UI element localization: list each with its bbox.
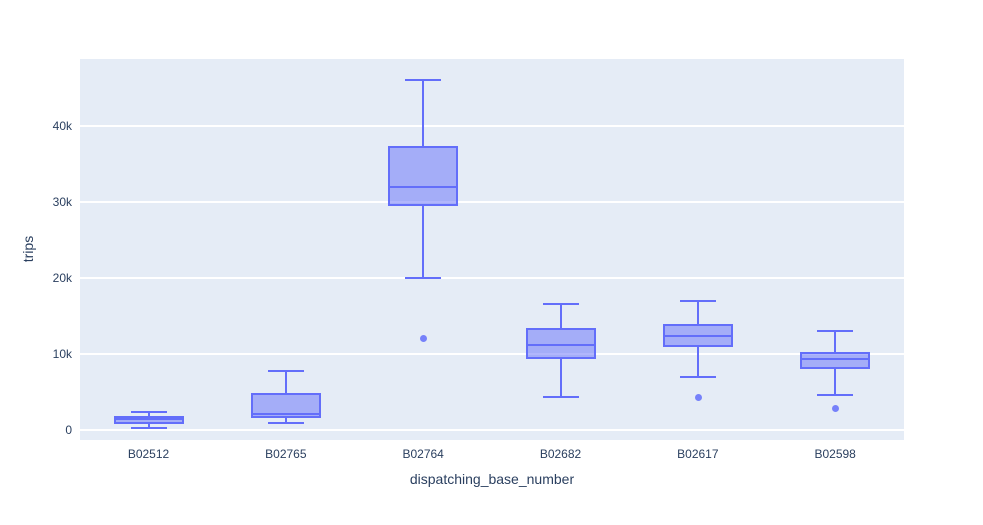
lower-whisker-stem	[697, 347, 699, 377]
x-axis-tick-label: B02764	[402, 447, 444, 461]
upper-whisker-stem	[147, 411, 150, 416]
upper-whisker-stem	[834, 331, 837, 353]
y-axis-tick-label: 0	[65, 423, 72, 438]
median-line	[800, 358, 871, 361]
lower-whisker-stem	[422, 206, 425, 278]
outlier-point[interactable]	[694, 393, 702, 401]
box-plot-b02512	[80, 59, 904, 440]
iqr-box[interactable]	[388, 146, 459, 207]
outlier-point[interactable]	[419, 335, 427, 343]
y-gridline	[80, 200, 904, 203]
upper-whisker-stem	[559, 304, 562, 329]
upper-whisker-stem	[697, 300, 699, 325]
lower-whisker-stem	[834, 369, 837, 396]
lower-whisker-stem	[559, 359, 562, 398]
max-whisker-cap	[542, 303, 579, 306]
box-plot-b02598	[80, 59, 904, 440]
x-axis-tick-label: B02512	[127, 447, 170, 461]
box-plot-b02764	[80, 59, 904, 440]
min-whisker-cap	[268, 422, 304, 425]
box-plot-b02765	[80, 59, 904, 440]
median-line	[663, 334, 733, 337]
min-whisker-cap	[817, 394, 854, 397]
max-whisker-cap	[680, 299, 716, 302]
x-axis-title: dispatching_base_number	[409, 471, 575, 487]
max-whisker-cap	[130, 410, 167, 413]
x-axis-tick-label: B02598	[814, 447, 856, 461]
max-whisker-cap	[817, 330, 854, 333]
median-line	[525, 343, 596, 346]
lower-whisker-stem	[285, 417, 287, 424]
median-line	[251, 413, 321, 416]
box-plot-b02617	[80, 59, 904, 440]
median-line	[113, 418, 184, 421]
iqr-box[interactable]	[525, 328, 596, 360]
y-gridline	[80, 276, 904, 279]
y-axis-title: trips	[20, 235, 36, 263]
y-axis-tick-label: 20k	[52, 270, 72, 285]
min-whisker-cap	[680, 375, 716, 378]
outlier-point[interactable]	[831, 405, 839, 413]
upper-whisker-stem	[285, 371, 287, 393]
lower-whisker-stem	[147, 424, 150, 428]
upper-whisker-stem	[422, 79, 425, 147]
y-gridline	[80, 429, 904, 432]
min-whisker-cap	[130, 426, 167, 429]
y-axis-tick-label: 30k	[52, 194, 72, 209]
max-whisker-cap	[268, 370, 304, 373]
iqr-box[interactable]	[800, 352, 871, 370]
y-gridline	[80, 352, 904, 355]
y-axis-tick-label: 40k	[52, 118, 72, 133]
box-plot-b02682	[80, 59, 904, 440]
plot-area[interactable]	[80, 59, 904, 440]
median-line	[388, 185, 459, 188]
x-axis-tick-label: B02765	[265, 447, 307, 461]
x-axis-tick-label: B02617	[677, 447, 719, 461]
min-whisker-cap	[542, 396, 579, 399]
y-axis-tick-label: 10k	[52, 346, 72, 361]
y-gridline	[80, 124, 904, 127]
min-whisker-cap	[405, 276, 442, 279]
max-whisker-cap	[405, 78, 442, 81]
x-axis-tick-label: B02682	[539, 447, 582, 461]
